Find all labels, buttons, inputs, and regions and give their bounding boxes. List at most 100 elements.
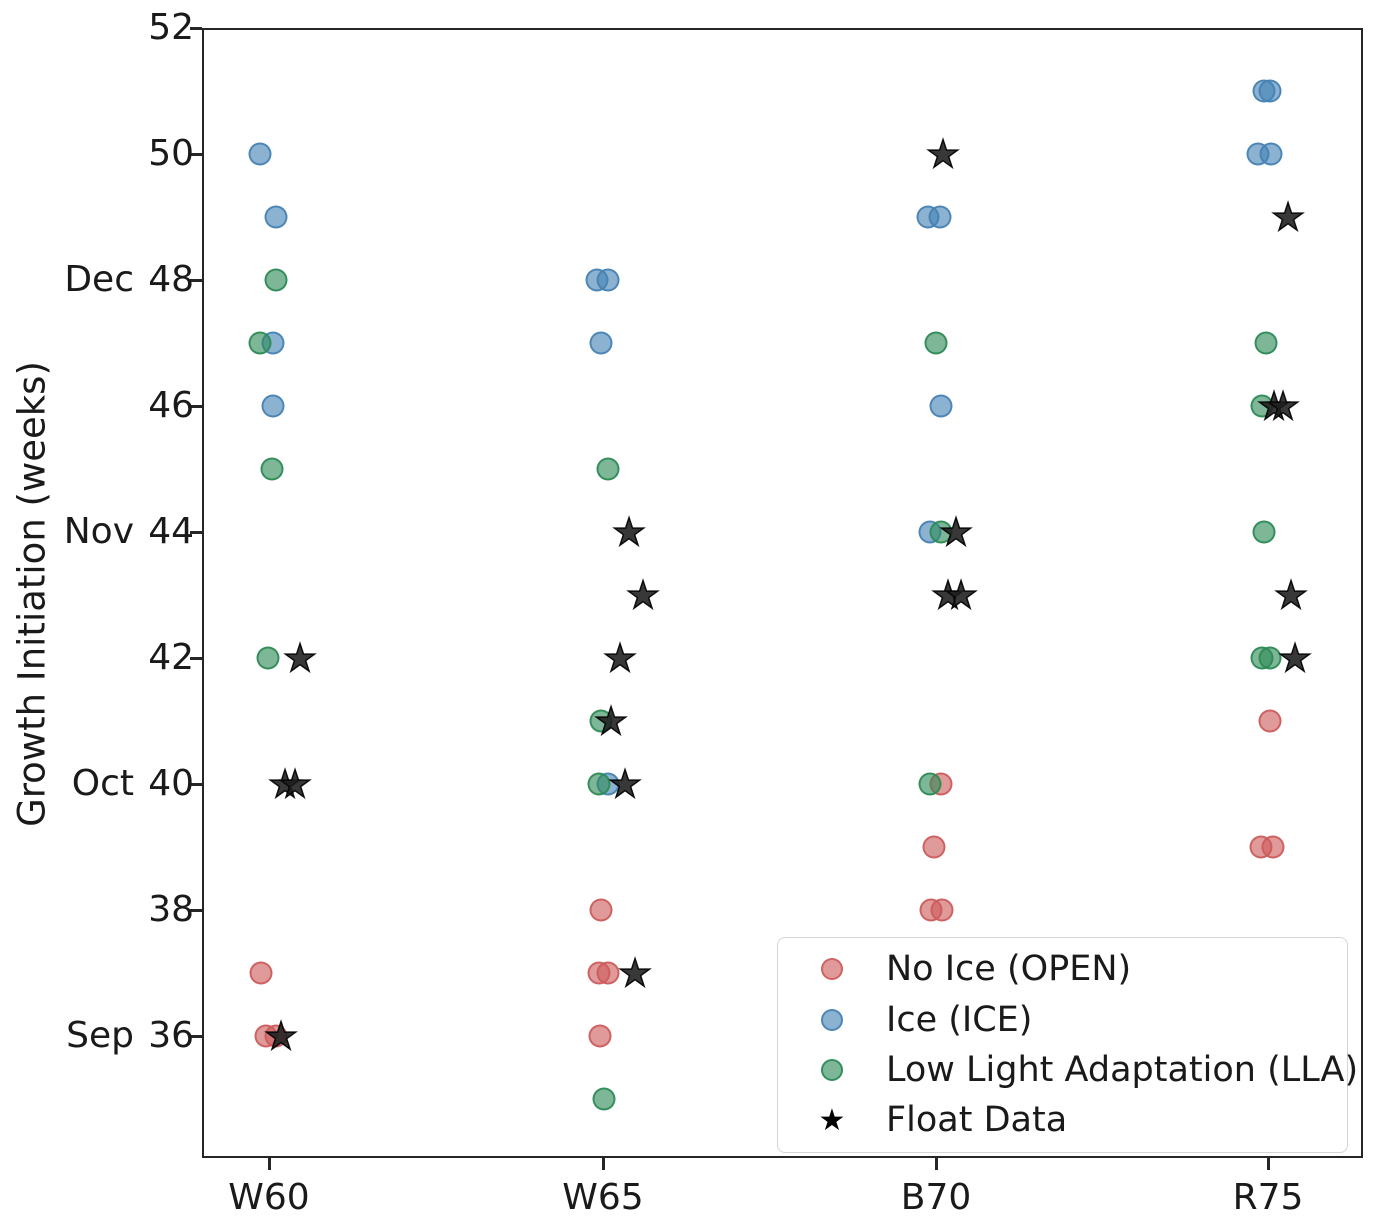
y-tick-label: 50 [148, 136, 194, 172]
y-tick-mark [190, 656, 202, 660]
y-tick-week: 38 [148, 889, 194, 930]
legend-row: No Ice (OPEN) [778, 944, 1347, 994]
data-point [596, 457, 620, 481]
x-tick-label-B70: B70 [900, 1177, 972, 1218]
data-point [1254, 331, 1278, 355]
y-tick-mark [190, 1034, 202, 1038]
legend: No Ice (OPEN) Ice (ICE) Low Light Adaptati… [777, 937, 1358, 1153]
y-tick-mark [190, 26, 202, 30]
data-point: ★ [593, 698, 629, 744]
y-tick-month: Oct [71, 763, 134, 804]
legend-row: Low Light Adaptation (LLA) [778, 1045, 1358, 1095]
y-tick-mark [190, 530, 202, 534]
y-tick-week: 40 [148, 763, 194, 804]
data-point [588, 1024, 612, 1048]
y-tick-mark [190, 404, 202, 408]
data-point [261, 394, 285, 418]
circle-marker-icon [821, 958, 843, 981]
data-point [1261, 835, 1285, 859]
data-point: ★ [1273, 572, 1309, 618]
legend-star-icon: ★ [778, 1102, 886, 1138]
data-point [596, 268, 620, 292]
data-point [928, 205, 952, 229]
data-point: ★ [617, 950, 653, 996]
y-tick-label: Oct 40 [72, 766, 194, 802]
legend-circle-icon [778, 1008, 886, 1031]
data-point [1258, 646, 1282, 670]
y-tick-week: 44 [148, 511, 194, 552]
data-point [930, 898, 954, 922]
y-tick-label: Dec 48 [64, 262, 194, 298]
data-point [1250, 394, 1274, 418]
y-tick-label: 38 [148, 892, 194, 928]
data-point: ★ [611, 509, 647, 555]
data-point [260, 457, 284, 481]
legend-label: Low Light Adaptation (LLA) [886, 1049, 1359, 1090]
data-point [264, 1024, 288, 1048]
data-point [589, 331, 613, 355]
y-tick-week: 50 [148, 133, 194, 174]
y-tick-month: Dec [64, 259, 134, 300]
data-point [1252, 520, 1276, 544]
data-point [918, 772, 942, 796]
y-tick-mark [190, 908, 202, 912]
x-tick-label-W65: W65 [562, 1177, 644, 1218]
data-point [587, 772, 611, 796]
x-tick-label-R75: R75 [1232, 1177, 1304, 1218]
x-tick-mark [601, 1158, 605, 1170]
data-point [592, 1087, 616, 1111]
data-point [589, 898, 613, 922]
data-point: ★ [930, 572, 966, 618]
data-point [264, 205, 288, 229]
y-tick-label: 46 [148, 388, 194, 424]
legend-row: Ice (ICE) [778, 995, 1347, 1045]
data-point: ★ [267, 761, 303, 807]
data-point: ★ [1277, 635, 1313, 681]
y-tick-label: 42 [148, 640, 194, 676]
data-point [596, 961, 620, 985]
data-point [1258, 709, 1282, 733]
data-point: ★ [602, 635, 638, 681]
x-tick-mark [934, 1158, 938, 1170]
y-tick-week: 36 [148, 1015, 194, 1056]
data-point: ★ [925, 131, 961, 177]
y-tick-mark [190, 152, 202, 156]
y-tick-label: 52 [148, 10, 194, 46]
data-point [248, 142, 272, 166]
data-point [924, 331, 948, 355]
data-point: ★ [1265, 383, 1301, 429]
y-tick-week: 48 [148, 259, 194, 300]
data-point: ★ [607, 761, 643, 807]
data-point: ★ [1270, 194, 1306, 240]
data-point [929, 520, 953, 544]
data-point: ★ [277, 761, 313, 807]
data-point: ★ [938, 509, 974, 555]
y-tick-mark [190, 782, 202, 786]
y-tick-month: Sep [66, 1015, 134, 1056]
data-point: ★ [625, 572, 661, 618]
legend-circle-icon [778, 958, 886, 981]
y-tick-month: Nov [63, 511, 134, 552]
x-tick-mark [1266, 1158, 1270, 1170]
data-point [249, 961, 273, 985]
y-tick-label: Sep 36 [66, 1018, 194, 1054]
x-tick-label-W60: W60 [228, 1177, 310, 1218]
circle-marker-icon [821, 1059, 843, 1082]
y-tick-week: 52 [148, 7, 194, 48]
data-point: ★ [1256, 383, 1292, 429]
circle-marker-icon [821, 1008, 843, 1031]
legend-label: Float Data [886, 1100, 1068, 1141]
data-point [589, 709, 613, 733]
data-point: ★ [263, 1013, 299, 1059]
data-point [922, 835, 946, 859]
data-point [264, 268, 288, 292]
legend-row: ★ Float Data [778, 1096, 1347, 1146]
y-axis-title: Growth Initiation (weeks) [10, 361, 54, 827]
legend-label: No Ice (OPEN) [886, 949, 1132, 990]
y-tick-week: 46 [148, 385, 194, 426]
data-point [248, 331, 272, 355]
data-point [256, 646, 280, 670]
star-marker-icon: ★ [818, 1102, 846, 1138]
y-tick-mark [190, 278, 202, 282]
